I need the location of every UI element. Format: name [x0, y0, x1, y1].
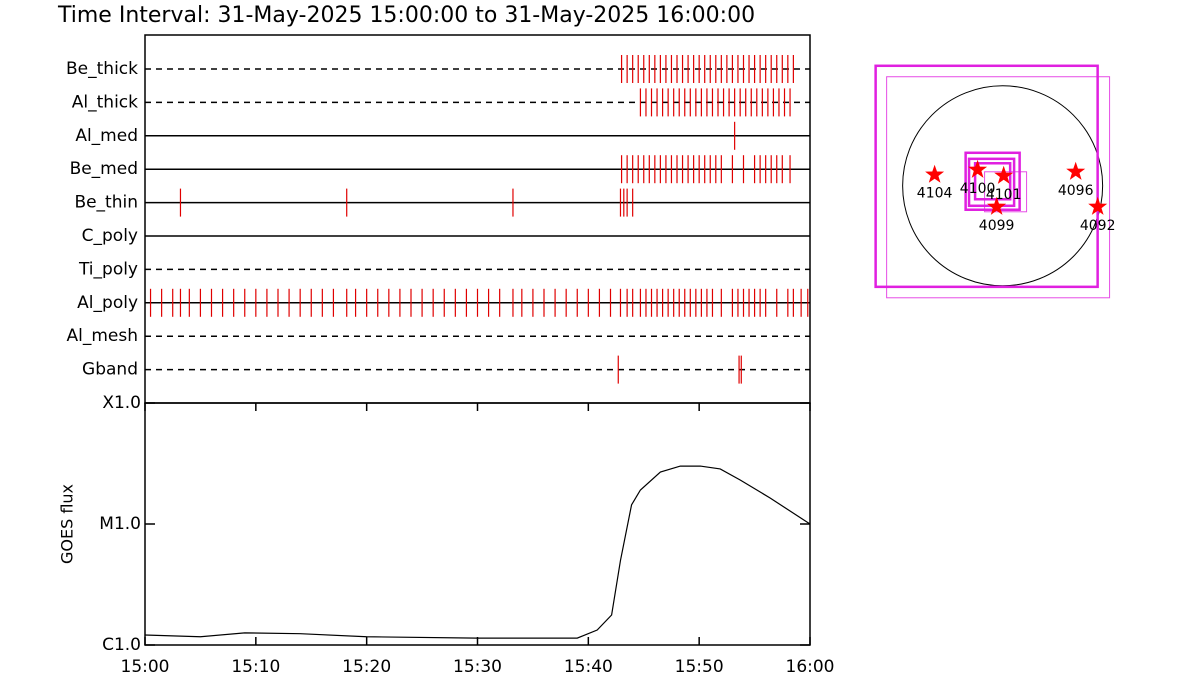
star	[994, 165, 1014, 184]
filter-label: C_poly	[82, 226, 138, 246]
y-tick-label: X1.0	[102, 393, 141, 413]
star-label: 4092	[1080, 218, 1116, 234]
star-label: 4096	[1058, 183, 1094, 199]
x-tick-label: 15:30	[453, 657, 502, 677]
fov-box	[973, 162, 1012, 201]
fov-box	[886, 76, 1111, 299]
title: Time Interval: 31-May-2025 15:00:00 to 3…	[57, 3, 755, 28]
filter-label: Al_thick	[72, 92, 138, 112]
x-tick-label: 15:00	[121, 657, 170, 677]
fov-box	[874, 64, 1099, 289]
star	[1088, 196, 1108, 215]
star	[1066, 161, 1086, 180]
event-frame	[144, 34, 811, 404]
star	[925, 164, 945, 183]
star	[987, 196, 1007, 215]
x-tick-label: 15:20	[342, 657, 391, 677]
filter-label: Al_med	[75, 126, 138, 146]
y-tick-label: M1.0	[99, 514, 141, 534]
star-label: 4099	[979, 218, 1015, 234]
x-tick-label: 15:50	[675, 657, 724, 677]
filter-label: Be_thick	[66, 59, 138, 79]
y-axis-label: GOES flux	[58, 484, 77, 564]
flux-frame	[144, 402, 811, 646]
star-label: 4104	[917, 186, 953, 202]
filter-label: Al_poly	[77, 293, 138, 313]
y-tick-label: C1.0	[102, 635, 141, 655]
x-tick-label: 15:40	[564, 657, 613, 677]
filter-label: Gband	[82, 360, 138, 380]
filter-label: Be_med	[70, 159, 138, 179]
star	[968, 159, 988, 178]
filter-label: Ti_poly	[78, 259, 138, 279]
star-label: 4100	[960, 181, 996, 197]
filter-label: Be_thin	[74, 193, 138, 213]
flux-line	[144, 465, 811, 639]
star-label: 4101	[986, 187, 1022, 203]
x-tick-label: 15:10	[231, 657, 280, 677]
filter-label: Al_mesh	[66, 326, 138, 346]
x-tick-label: 16:00	[786, 657, 835, 677]
